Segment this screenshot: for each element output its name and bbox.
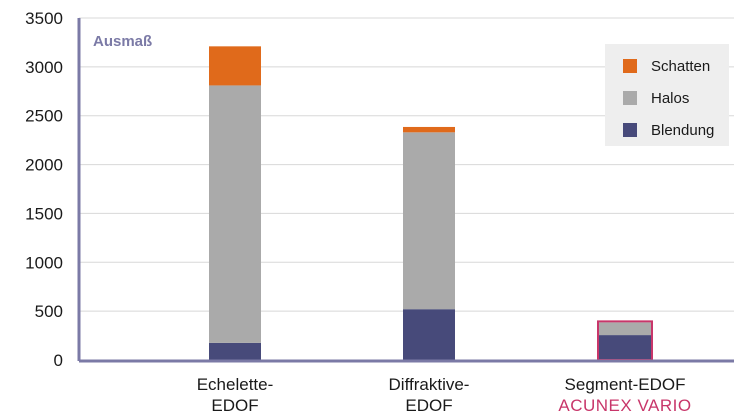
x-category-labels: Echelette- EDOF Diffraktive- EDOF Segment-ED…: [197, 375, 691, 415]
axes: [77, 18, 734, 363]
y-tick-label: 3000: [25, 58, 63, 77]
legend-swatch: [623, 59, 637, 73]
x-category-label: EDOF: [405, 396, 452, 415]
y-tick-labels: 0 500 1000 1500 2000 2500 3000 3500: [25, 9, 63, 370]
bar-segment-halos: [599, 322, 651, 336]
y-tick-label: 1500: [25, 204, 63, 223]
y-tick-label: 2000: [25, 156, 63, 175]
x-category-label: Echelette-: [197, 375, 274, 394]
x-category-label: ACUNEX VARIO: [558, 396, 691, 415]
y-tick-label: 1000: [25, 253, 63, 272]
legend-label: Halos: [651, 90, 689, 107]
y-tick-label: 0: [54, 351, 63, 370]
y-tick-label: 3500: [25, 9, 63, 28]
legend-swatch: [623, 123, 637, 137]
bar-segment-blendung: [403, 309, 455, 360]
legend-label: Blendung: [651, 122, 714, 139]
legend-label: Schatten: [651, 58, 710, 75]
y-tick-label: 500: [35, 302, 63, 321]
bar-segment-halos: [209, 85, 261, 343]
legend-swatch: [623, 91, 637, 105]
x-category-label: Diffraktive-: [389, 375, 470, 394]
bar-segment-schatten: [403, 126, 455, 133]
y-tick-label: 2500: [25, 107, 63, 126]
bar-segment-blendung: [599, 335, 651, 360]
bars: [209, 46, 653, 362]
legend: Schatten Halos Blendung: [605, 44, 729, 146]
bar-segment-schatten: [209, 46, 261, 86]
x-category-label: EDOF: [211, 396, 258, 415]
y-axis-label: Ausmaß: [93, 33, 152, 50]
bar-segment-halos: [403, 132, 455, 310]
bar-segment-blendung: [209, 342, 261, 360]
x-category-label: Segment-EDOF: [565, 375, 686, 394]
